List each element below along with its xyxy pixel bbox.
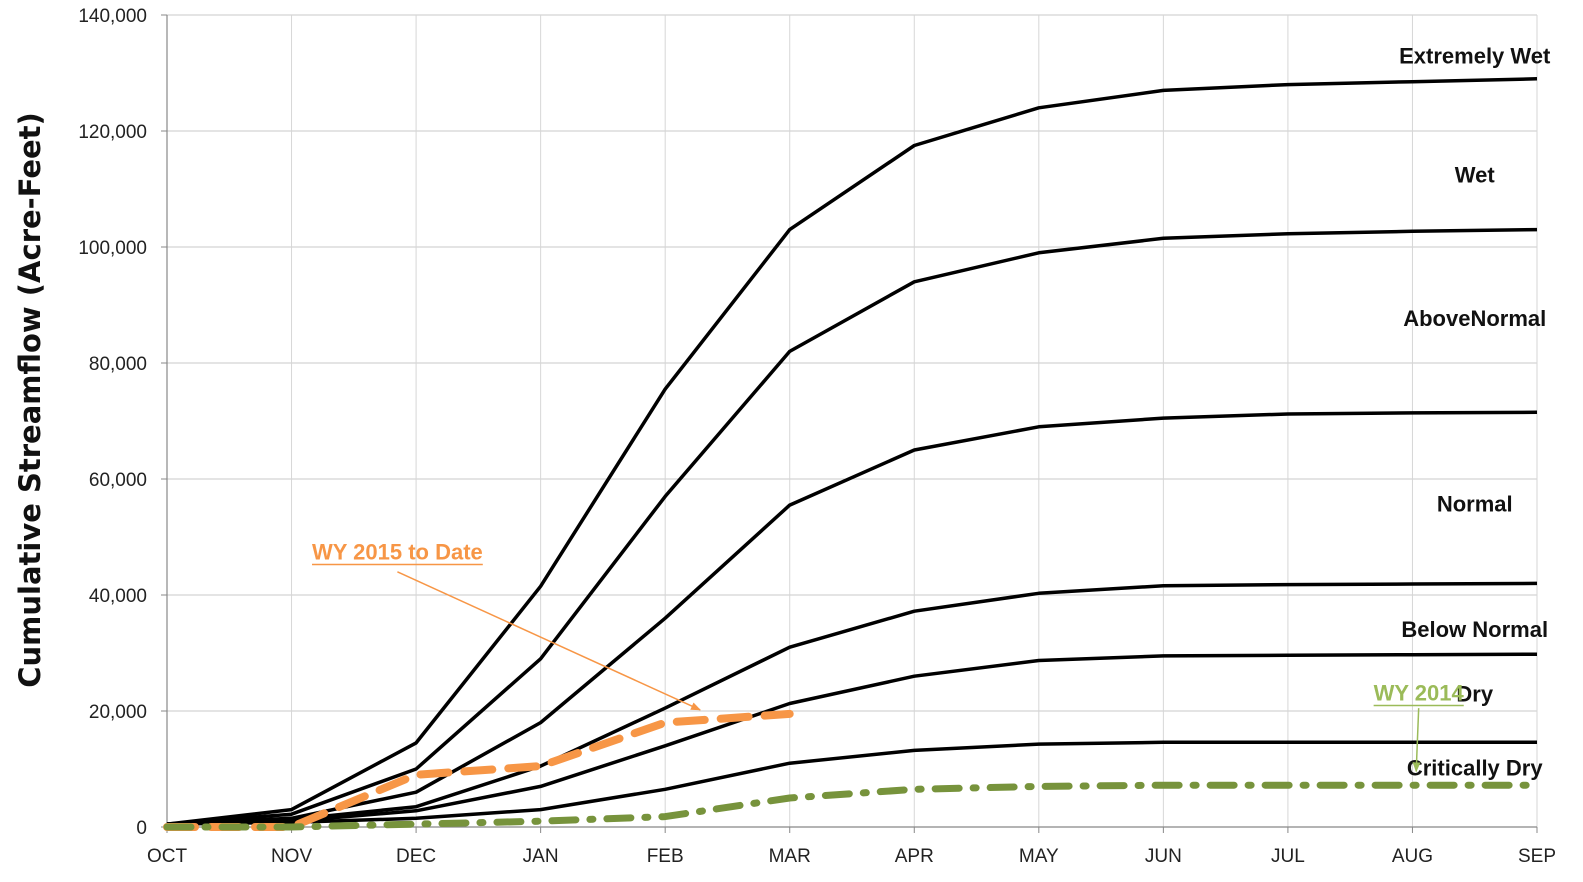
x-tick-label: MAY [1019, 846, 1059, 867]
x-tick-label: OCT [147, 846, 188, 867]
x-tick-label: FEB [647, 846, 684, 867]
annotation-label: WY 2015 to Date [312, 540, 483, 565]
x-tick-label: APR [895, 846, 934, 867]
region-label: Normal [1437, 491, 1513, 516]
y-axis-label: Cumulative Streamflow (Acre-Feet) [13, 112, 47, 688]
x-tick-label: JUL [1271, 846, 1305, 867]
y-tick-label: 120,000 [78, 122, 147, 143]
x-tick-label: MAR [769, 846, 811, 867]
x-tick-label: JAN [523, 846, 559, 867]
axes: 0 20,000 40,000 60,000 80,000 100,000 120,000 1… [78, 6, 1556, 867]
region-label: Wet [1455, 163, 1496, 188]
series-line-normal [166, 581, 1538, 826]
annotations: WY 2015 to Date WY 2014 [312, 540, 1465, 773]
x-tick-label: AUG [1392, 846, 1433, 867]
annotation-label: WY 2014 [1374, 680, 1465, 705]
region-label: Extremely Wet [1399, 44, 1551, 69]
grid-lines [167, 14, 1538, 827]
series-lines [163, 77, 1541, 831]
x-tick-label: SEP [1518, 846, 1556, 867]
series-line-wy2014 [163, 781, 1541, 831]
y-tick-label: 20,000 [89, 702, 147, 723]
region-label: Below Normal [1401, 617, 1548, 642]
annotation-arrow [1412, 708, 1421, 773]
series-line-above_normal [166, 410, 1538, 826]
region-label: Critically Dry [1407, 755, 1543, 780]
y-tick-label: 80,000 [89, 354, 147, 375]
x-tick-label: DEC [396, 846, 436, 867]
y-tick-label: 60,000 [89, 470, 147, 491]
region-labels: Extremely Wet Wet AboveNormal Normal Below N… [1399, 44, 1551, 781]
region-label: AboveNormal [1403, 306, 1546, 331]
x-tick-label: JUN [1145, 846, 1182, 867]
series-line-dry [166, 740, 1537, 826]
series-line-wet [166, 227, 1538, 826]
series-line-extremely_wet [166, 77, 1538, 826]
annotation-arrow [397, 571, 701, 711]
series-line-wy2015 [163, 709, 794, 831]
x-tick-label: NOV [271, 846, 313, 867]
y-tick-label: 100,000 [78, 238, 147, 259]
y-tick-label: 0 [136, 818, 147, 839]
series-line-below_normal [166, 652, 1538, 826]
y-tick-label: 40,000 [89, 586, 147, 607]
region-label: Dry [1456, 682, 1493, 707]
y-tick-label: 140,000 [78, 6, 147, 27]
